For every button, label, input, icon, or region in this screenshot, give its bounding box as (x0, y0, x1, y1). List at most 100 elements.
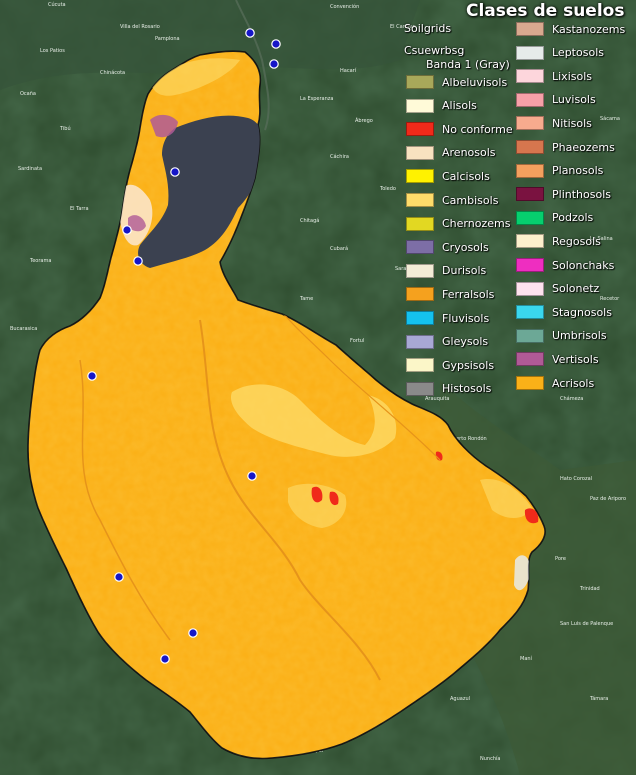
station-marker[interactable] (269, 59, 279, 69)
station-marker[interactable] (271, 39, 281, 49)
legend-label: Kastanozems (552, 22, 626, 36)
town-label: Chinácota (100, 69, 125, 76)
station-marker[interactable] (245, 28, 255, 38)
legend-label: Umbrisols (552, 329, 607, 343)
legend-label: Solonchaks (552, 258, 615, 272)
legend-swatch (406, 358, 434, 373)
town-label: La Salina (590, 236, 613, 242)
legend-item: Planosols (516, 163, 603, 179)
stream-1 (199, 319, 381, 681)
town-label: Villa del Rosario (120, 24, 160, 30)
legend-item: Leptosols (516, 45, 604, 61)
legend-label: Lixisols (552, 69, 592, 83)
legend-swatch (516, 69, 544, 84)
legend-label: Durisols (442, 264, 487, 278)
station-marker[interactable] (170, 167, 180, 177)
town-label: Támara (589, 695, 608, 702)
town-label: Los Patios (40, 48, 65, 54)
legend-item: Chernozems (406, 216, 510, 232)
town-label: Aguazul (450, 696, 470, 702)
legend-item: Podzols (516, 210, 593, 226)
legend-label: Arenosols (442, 146, 496, 160)
legend-item: Gleysols (406, 334, 488, 350)
legend-swatch (406, 216, 434, 231)
legend-swatch (516, 210, 544, 225)
histosol-area (138, 115, 265, 268)
terrain-plain-north (0, 0, 420, 90)
legend-item: Lixisols (516, 68, 592, 84)
town-label: Recetor (600, 296, 620, 302)
legend-swatch (516, 281, 544, 296)
town-label: Paz de Ariporo (590, 496, 626, 502)
station-marker[interactable] (122, 225, 132, 235)
legend-swatch (516, 163, 544, 178)
town-label: Fortul (350, 338, 364, 344)
legend-swatch (406, 169, 434, 184)
station-marker[interactable] (247, 471, 257, 481)
town-label: Chitagá (300, 217, 319, 224)
legend-label: Chernozems (442, 217, 511, 231)
station-marker[interactable] (188, 628, 198, 638)
map-title: Clases de suelos (466, 1, 625, 21)
legend-label: Solonetz (552, 282, 600, 296)
legend-swatch (516, 376, 544, 390)
station-marker[interactable] (133, 256, 143, 266)
town-label: El Tarra (70, 206, 89, 212)
town-label: Maní (520, 655, 533, 662)
legend-item: Alisols (406, 98, 477, 114)
legend-swatch (516, 92, 544, 107)
legend-label: No conforme (442, 122, 513, 136)
legend-label: Luvisols (552, 93, 596, 107)
legend-swatch (406, 334, 434, 349)
legend-item: Umbrisols (516, 328, 607, 344)
legend-label: Plinthosols (552, 187, 611, 201)
legend-swatch (516, 45, 544, 60)
legend-item: Cambisols (406, 192, 498, 208)
legend-swatch (516, 305, 544, 320)
legend-swatch (406, 240, 434, 255)
town-label: Tibú (59, 125, 71, 132)
legend-label: Vertisols (552, 352, 599, 366)
legend-item: No conforme (406, 121, 513, 137)
town-label: Nunchía (480, 755, 500, 762)
red-patch-2 (329, 491, 339, 506)
legend-label: Nitisols (552, 116, 592, 130)
legend-swatch (516, 328, 544, 343)
cambisol-zone-center (230, 384, 397, 457)
legend-label: Gleysols (442, 335, 489, 349)
legend-label: Histosols (442, 382, 492, 396)
legend-swatch (406, 75, 434, 89)
legend-item: Gypsisols (406, 357, 494, 373)
station-marker[interactable] (87, 371, 97, 381)
town-label: Toledo (379, 186, 396, 192)
legend-swatch (516, 187, 544, 202)
legend-swatch (516, 352, 544, 367)
legend-label: Ferralsols (442, 287, 495, 301)
legend-item: Ferralsols (406, 286, 494, 302)
station-marker[interactable] (160, 654, 170, 664)
legend-item: Stagnosols (516, 304, 612, 320)
legend-swatch (406, 98, 434, 113)
station-marker[interactable] (114, 572, 124, 582)
leptosol-strip (514, 555, 531, 591)
town-label: Chámeza (560, 395, 583, 402)
legend-item: Solonchaks (516, 257, 614, 273)
town-label: Cáchira (330, 153, 349, 160)
town-label: Pore (555, 556, 566, 562)
cambisol-zone-south-east (480, 479, 532, 519)
legend-swatch (406, 287, 434, 302)
red-patch-1 (311, 486, 323, 503)
town-label: Arauquita (425, 396, 449, 402)
red-patch-3 (524, 508, 539, 524)
legend-label: Calcisols (442, 169, 490, 183)
legend-label: Podzols (552, 211, 594, 225)
town-label: El Carmen (390, 24, 416, 30)
town-label: Bucarasica (10, 326, 37, 332)
town-label: Hato Corozal (560, 476, 592, 482)
town-label: Cubará (330, 245, 348, 252)
legend-item: Cryosols (406, 239, 489, 255)
town-label: Hacarí (340, 67, 357, 74)
station-markers (87, 28, 281, 664)
legend-item: Kastanozems (516, 21, 625, 37)
